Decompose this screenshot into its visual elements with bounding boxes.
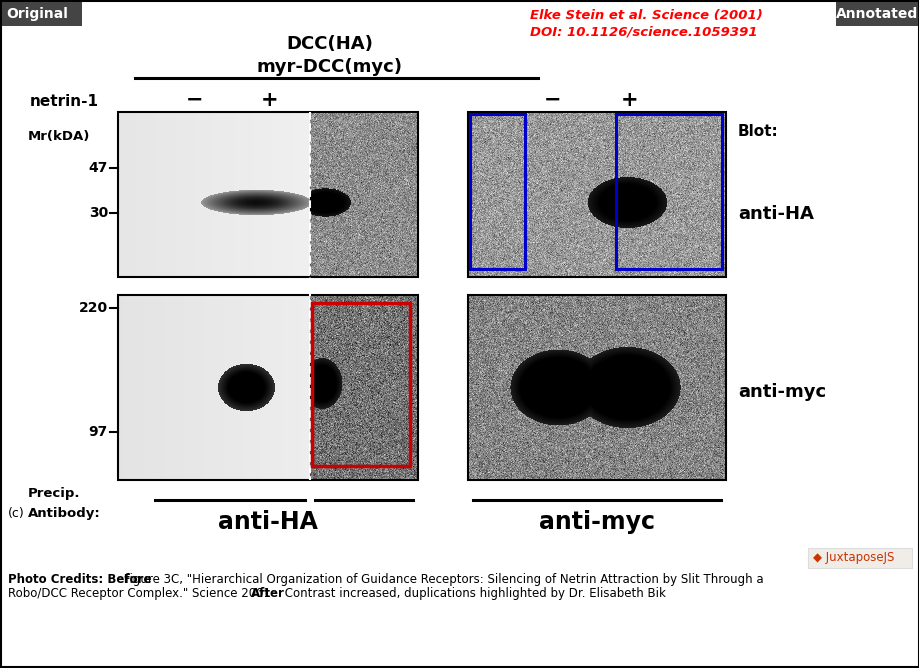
Text: Annotated: Annotated [834,7,917,21]
Bar [468,295,725,480]
Text: Original: Original [6,7,68,21]
Text: Robo/DCC Receptor Complex." Science 2001: Robo/DCC Receptor Complex." Science 2001 [8,587,275,600]
Text: Figure 3C, "Hierarchical Organization of Guidance Receptors: Silencing of Netrin: Figure 3C, "Hierarchical Organization of… [119,573,763,586]
Text: Contrast increased, duplications highlighted by Dr. Elisabeth Bik: Contrast increased, duplications highlig… [280,587,665,600]
Text: anti-HA: anti-HA [737,205,813,223]
Bar [118,295,417,480]
Text: netrin-1: netrin-1 [30,94,99,110]
Text: Precip.: Precip. [28,487,81,500]
Text: +: + [261,90,278,110]
Bar [470,114,525,269]
Text: After: After [251,587,285,600]
Text: 30: 30 [88,206,108,220]
Text: Mr(kDA): Mr(kDA) [28,130,90,143]
Bar [468,112,725,277]
Text: Elke Stein et al. Science (2001): Elke Stein et al. Science (2001) [529,9,762,21]
Text: −: − [186,90,203,110]
Bar [616,114,721,269]
Text: anti-myc: anti-myc [539,510,654,534]
Text: 47: 47 [88,161,108,175]
Text: −: − [544,90,562,110]
Text: Photo Credits: Before: Photo Credits: Before [8,573,152,586]
Text: (c): (c) [8,507,25,520]
Text: 97: 97 [88,425,108,439]
Text: 220: 220 [79,301,108,315]
Bar [118,112,417,277]
Text: ◆ JuxtaposeJS: ◆ JuxtaposeJS [812,552,893,564]
Text: Antibody:: Antibody: [28,507,101,520]
Text: anti-HA: anti-HA [218,510,318,534]
Text: myr-DCC(myc): myr-DCC(myc) [256,58,403,76]
Text: +: + [620,90,638,110]
Bar [312,303,410,466]
Text: anti-myc: anti-myc [737,383,825,401]
Bar [807,548,911,568]
Text: DCC(HA): DCC(HA) [286,35,373,53]
Bar [835,2,917,26]
Text: DOI: 10.1126/science.1059391: DOI: 10.1126/science.1059391 [529,25,757,39]
Bar [2,2,82,26]
Text: Blot:: Blot: [737,124,777,140]
